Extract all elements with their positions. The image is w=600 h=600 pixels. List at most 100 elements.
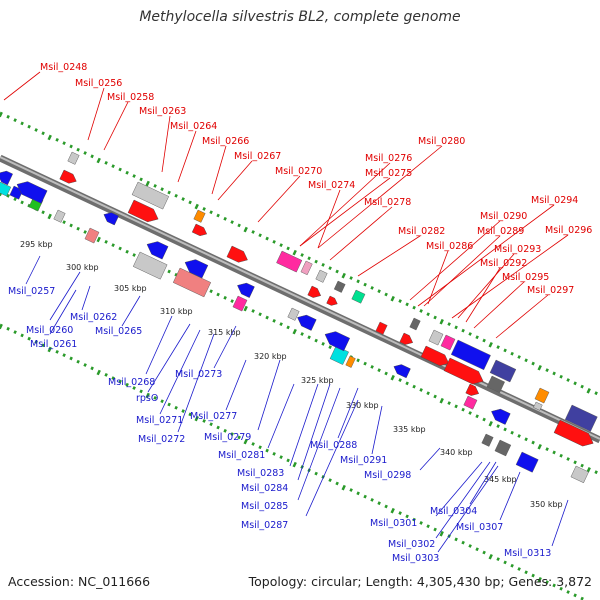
tick-dot <box>412 517 416 522</box>
tick-dot <box>230 432 234 436</box>
leader-line <box>103 101 129 151</box>
tick-dot <box>335 481 339 486</box>
tick-dot <box>552 371 556 376</box>
tick-dot <box>580 384 584 389</box>
gene-label: Msil_0295 <box>502 272 549 283</box>
tick-dot <box>405 514 409 519</box>
tick-dot <box>96 157 101 164</box>
tick-dot <box>468 332 472 336</box>
tick-dot <box>559 374 563 379</box>
gene-arrow <box>443 357 484 385</box>
tick-dot <box>265 236 269 241</box>
leader-line <box>469 461 497 505</box>
tick-dot <box>363 282 367 287</box>
gene-box <box>428 329 444 346</box>
tick-dot <box>55 137 59 142</box>
gene-arrow <box>127 199 159 223</box>
tick-dot <box>118 379 122 384</box>
tick-dot <box>419 309 423 313</box>
tick-dot <box>265 448 269 453</box>
tick-dot <box>216 292 220 297</box>
tick-dot <box>132 174 136 178</box>
tick-dot <box>237 435 241 440</box>
leader-line <box>371 405 383 455</box>
tick-dot <box>537 443 542 450</box>
tick-dot <box>6 326 10 331</box>
tick-dot <box>223 216 227 221</box>
genome-backbone <box>0 154 600 444</box>
tick-dot <box>118 246 122 251</box>
tick-dot <box>433 527 437 532</box>
tick-dot <box>286 325 290 330</box>
kbp-label: 350 kbp <box>530 500 563 509</box>
tick-dot <box>384 371 388 376</box>
tick-dot <box>209 210 213 215</box>
tick-dot <box>433 394 437 399</box>
gene-box <box>53 209 66 223</box>
tick-dot <box>181 409 185 413</box>
tick-dot <box>468 544 472 548</box>
tick-dot <box>125 170 129 175</box>
gene-label: Msil_0292 <box>480 258 527 269</box>
gene-arrow <box>226 245 248 263</box>
tick-dot <box>488 420 493 427</box>
tick-dot <box>426 524 430 529</box>
tick-dot <box>96 369 101 376</box>
gene-box <box>564 404 598 432</box>
tick-dot <box>230 220 234 224</box>
leader-line <box>451 234 569 319</box>
tick-dot <box>83 151 87 155</box>
tick-dot <box>524 437 528 442</box>
tick-dot <box>104 372 108 377</box>
leader-line <box>297 387 341 501</box>
leader-line <box>81 285 91 311</box>
tick-dot <box>174 193 178 198</box>
tick-dot <box>377 289 381 294</box>
tick-dot <box>398 299 402 303</box>
kbp-label: 325 kbp <box>301 376 334 385</box>
tick-dot <box>390 295 395 302</box>
tick-dot <box>132 386 136 390</box>
kbp-label: 330 kbp <box>346 401 379 410</box>
gene-box <box>570 465 589 484</box>
tick-dot <box>573 593 577 598</box>
tick-dot <box>230 299 234 303</box>
tick-dot <box>125 249 129 254</box>
tick-dot <box>552 583 556 588</box>
tick-dot <box>488 553 493 560</box>
tick-dot <box>454 325 458 330</box>
tick-dot <box>202 419 206 423</box>
tick-dot <box>139 389 143 394</box>
gene-label: Msil_0290 <box>480 211 527 222</box>
kbp-label: 320 kbp <box>254 352 287 361</box>
map-title: Methylocella silvestris BL2, complete ge… <box>139 9 461 25</box>
tick-dot <box>517 434 521 438</box>
tick-dot <box>167 269 171 274</box>
leader-line <box>499 471 521 521</box>
tick-dot <box>314 471 318 476</box>
kbp-label: 345 kbp <box>484 475 517 484</box>
tick-dot <box>461 328 465 333</box>
tick-dot <box>545 447 549 452</box>
gene-arrow <box>297 314 317 331</box>
gene-box <box>409 317 421 331</box>
gene-arrow <box>553 419 594 447</box>
leader-line <box>551 499 569 547</box>
gene-box <box>67 151 80 165</box>
tick-dot <box>496 424 500 429</box>
leader-line <box>257 175 301 223</box>
tick-dot <box>439 318 444 325</box>
tick-dot <box>439 397 444 404</box>
tick-dot <box>41 131 45 136</box>
tick-dot <box>104 160 108 165</box>
tick-dot <box>314 338 318 343</box>
gene-arrow <box>191 223 208 237</box>
gene-label: Msil_0279 <box>204 432 251 443</box>
tick-dot <box>34 340 38 344</box>
leader-line <box>409 220 501 301</box>
tick-dot <box>356 279 360 284</box>
topology-label: Topology: circular; Length: 4,305,430 bp… <box>248 574 592 589</box>
gene-box <box>315 269 328 283</box>
gene-label: Msil_0264 <box>170 121 217 132</box>
tick-dot <box>83 230 87 234</box>
